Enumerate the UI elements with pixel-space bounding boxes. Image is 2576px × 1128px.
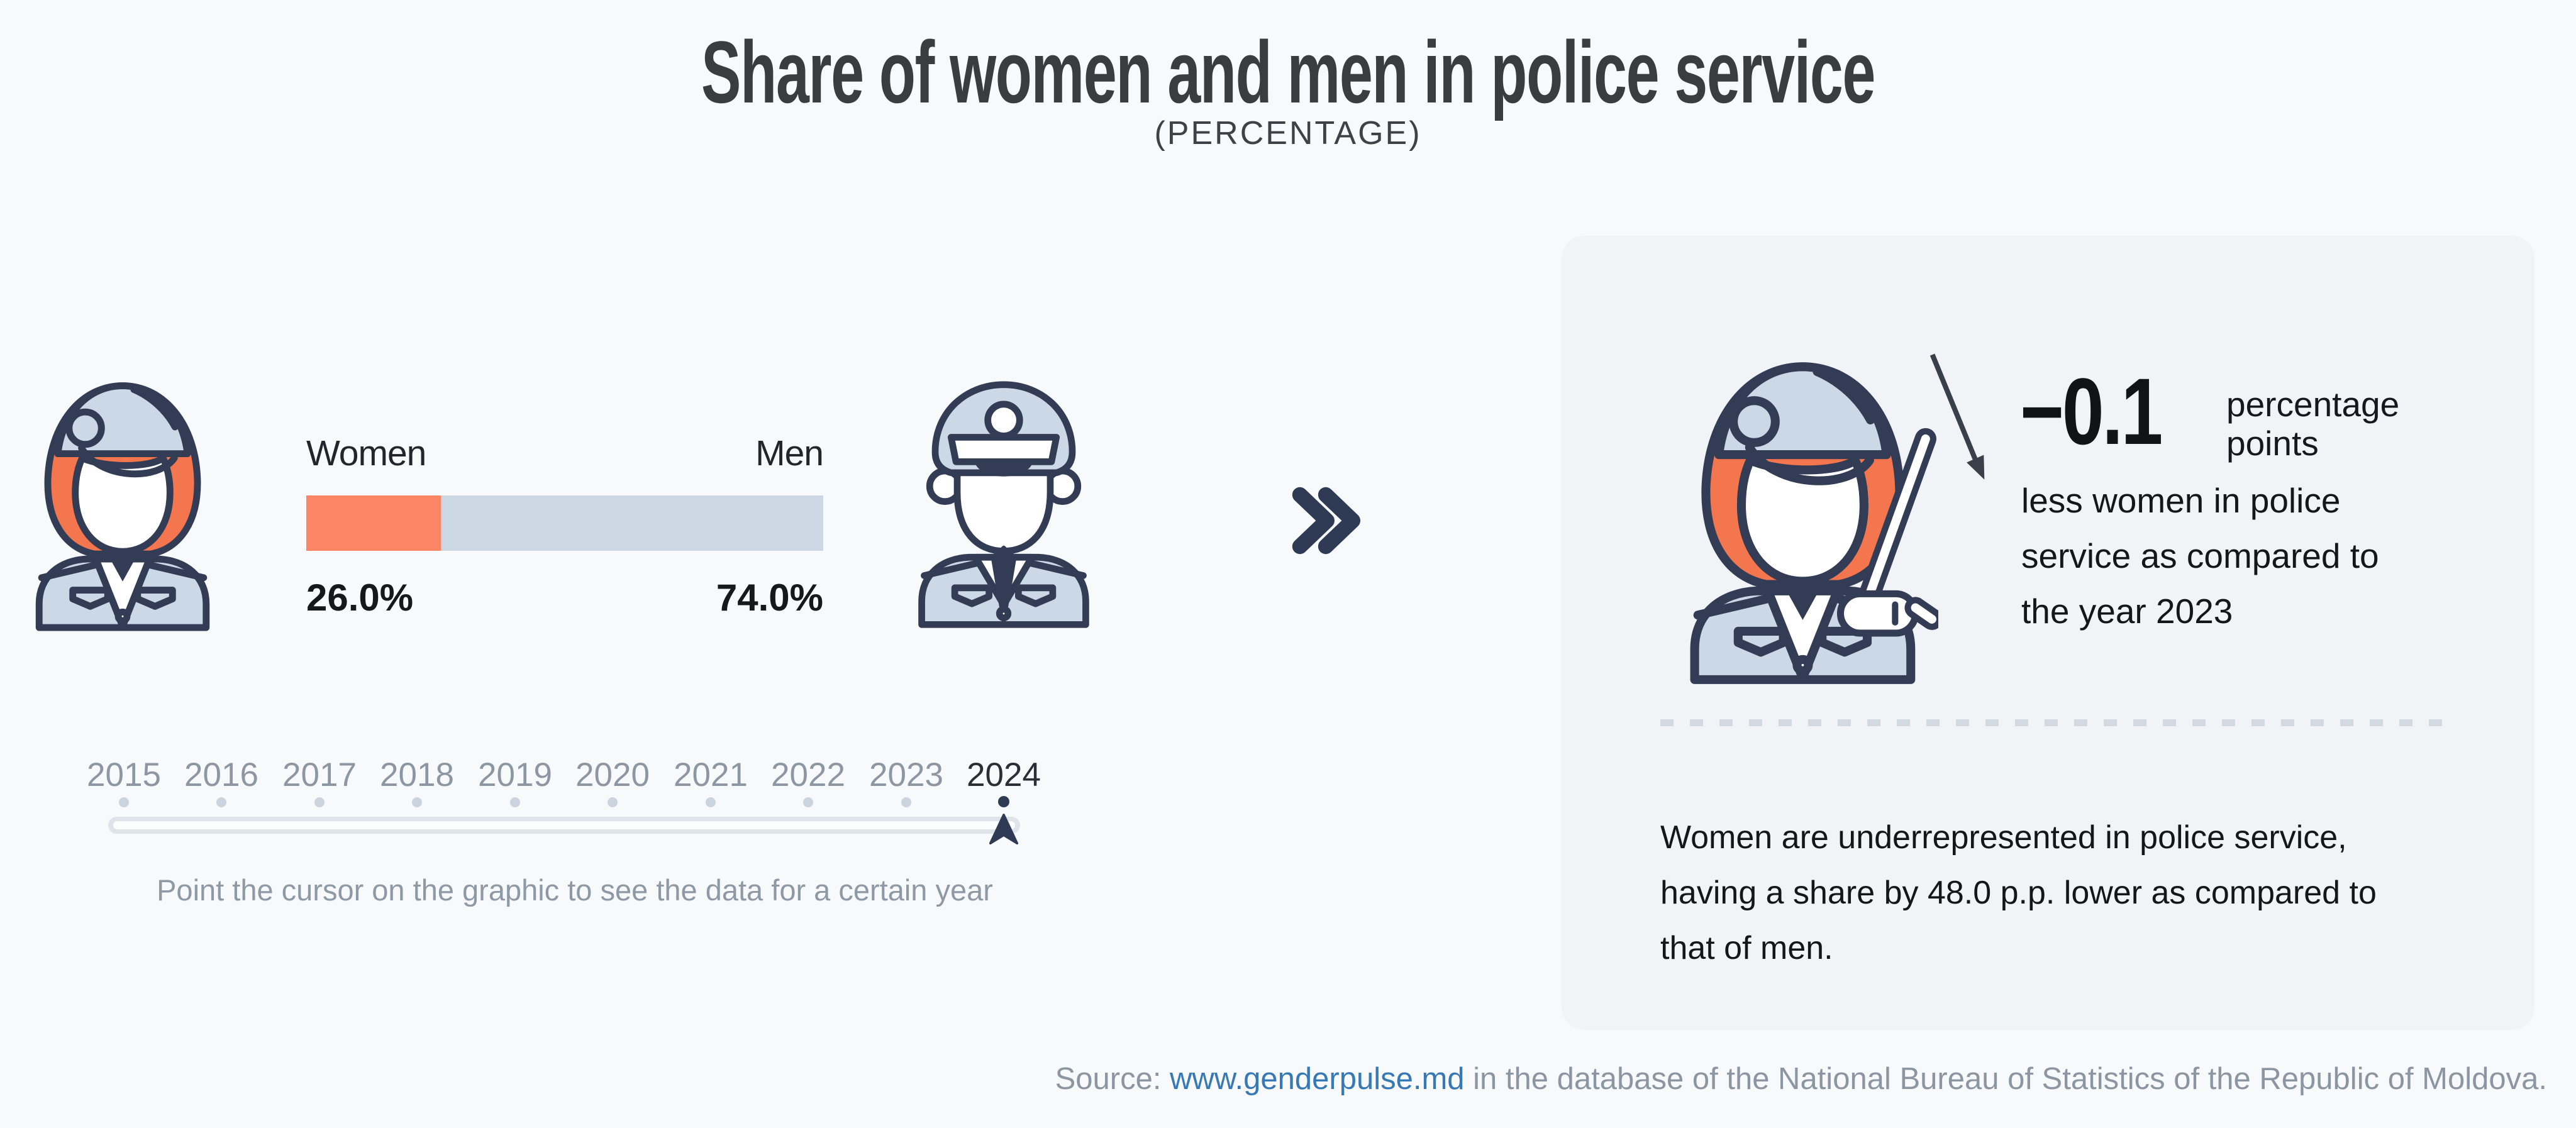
delta-description-line: less women in police [2021,481,2341,520]
timeline-year-2016[interactable]: 2016 [184,756,258,793]
summary-line: having a share by 48.0 p.p. lower as com… [1660,875,2377,911]
policeman-icon [918,381,1089,628]
timeline-dot[interactable] [803,797,813,807]
dashed-divider [1660,719,2444,726]
page-title: Share of women and men in police service [701,23,1875,121]
timeline-dot[interactable] [706,797,716,807]
source-footer: Source: www.genderpulse.md in the databa… [1055,1061,2547,1097]
timeline-dot[interactable] [314,797,325,807]
timeline-year-2020[interactable]: 2020 [575,756,650,793]
trend-down-arrow-icon [1929,353,1985,480]
policewoman-icon [35,382,210,631]
timeline-year-2019[interactable]: 2019 [478,756,552,793]
delta-value: −0.1 [2020,358,2163,464]
bar-men-segment[interactable] [440,495,823,551]
men-value: 74.0% [716,577,823,619]
timeline-dot[interactable] [216,797,226,807]
stacked-bar[interactable] [306,495,823,551]
bar-women-segment[interactable] [306,495,441,551]
summary-text: Women are underrepresented in police ser… [1660,810,2377,976]
summary-line: Women are underrepresented in police ser… [1660,819,2347,856]
bar-values: 26.0% 74.0% [306,576,823,619]
bar-legend: Women Men [306,433,824,474]
delta-description: less women in police service as compared… [2021,473,2379,639]
summary-line: that of men. [1660,930,1833,966]
delta-unit: percentage points [2226,385,2400,463]
timeline-dot[interactable] [119,797,129,807]
year-marker-icon[interactable] [989,812,1019,847]
timeline-year-2022[interactable]: 2022 [771,756,845,793]
delta-description-line: service as compared to [2021,536,2379,575]
women-label: Women [306,433,426,473]
page-subtitle: (PERCENTAGE) [1154,115,1422,152]
men-label: Men [755,433,824,473]
timeline-year-2017[interactable]: 2017 [282,756,357,793]
timeline-dot-selected[interactable] [998,796,1009,807]
timeline-year-2023[interactable]: 2023 [869,756,943,793]
timeline-dot[interactable] [510,797,520,807]
source-suffix: in the database of the National Bureau o… [1464,1062,2547,1096]
source-prefix: Source: [1055,1062,1170,1096]
policewoman-baton-icon [1690,362,1938,684]
delta-description-line: the year 2023 [2021,592,2233,631]
women-value: 26.0% [306,577,414,619]
timeline-dot[interactable] [901,797,911,807]
timeline-dot[interactable] [412,797,422,807]
timeline-slider-track-inner [113,821,1015,829]
baton-icon [1836,428,1938,637]
timeline-year-2015[interactable]: 2015 [87,756,161,793]
timeline-year-2024-selected[interactable]: 2024 [967,756,1041,793]
timeline-year-2021[interactable]: 2021 [674,756,748,793]
timeline-year-2018[interactable]: 2018 [380,756,454,793]
source-link[interactable]: www.genderpulse.md [1170,1062,1465,1096]
timeline-hint: Point the cursor on the graphic to see t… [157,873,993,907]
timeline-dot[interactable] [608,797,618,807]
double-chevron-right-icon [1292,487,1361,555]
